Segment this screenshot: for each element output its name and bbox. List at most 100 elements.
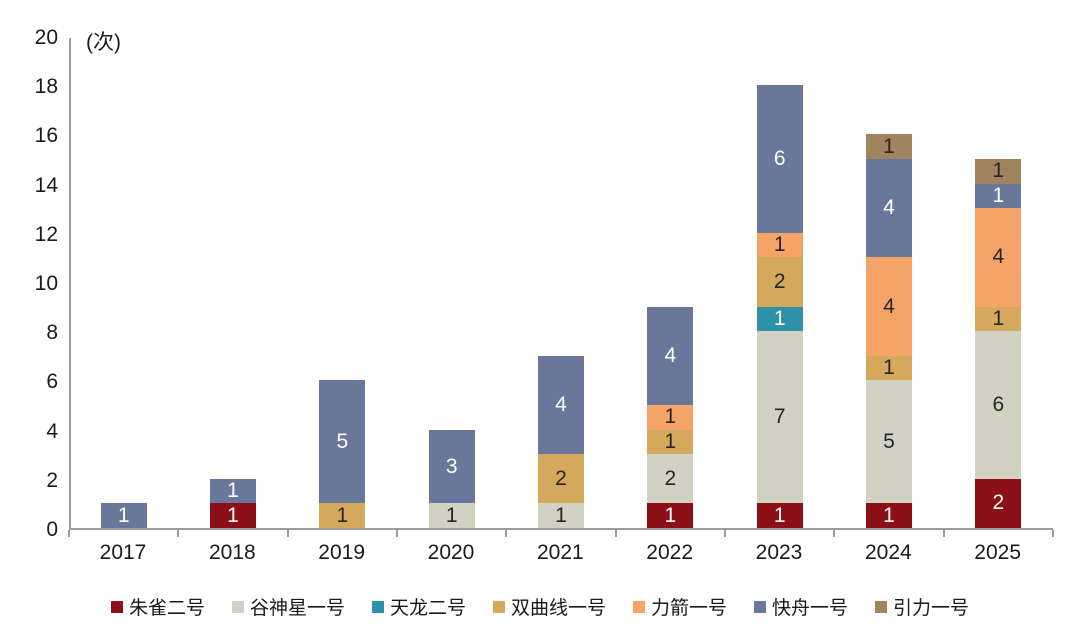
- bar-segment: 1: [975, 183, 1022, 209]
- legend-swatch: [231, 600, 244, 613]
- x-axis-label: 2024: [864, 541, 912, 564]
- bar-segment: 4: [866, 257, 912, 356]
- x-axis-tick-mark: [614, 530, 617, 537]
- bar-segment-value: 1: [555, 503, 567, 527]
- bar-segment-value: 2: [773, 270, 786, 294]
- bar-segment-value: 3: [445, 454, 458, 478]
- bar-segment-value: 5: [883, 429, 895, 453]
- legend-label: 双曲线一号: [510, 598, 606, 619]
- legend-swatch: [110, 600, 123, 613]
- bar-segment-value: 1: [773, 306, 786, 330]
- y-axis-tick-label: 10: [34, 272, 58, 295]
- legend-label: 朱雀二号: [128, 598, 205, 619]
- x-axis-label: 2017: [99, 541, 147, 564]
- x-axis-tick-mark: [505, 530, 508, 537]
- x-axis-label: 2025: [974, 541, 1022, 564]
- bar-segment-value: 4: [664, 343, 677, 367]
- legend-swatch: [633, 600, 645, 613]
- x-axis-label: 2019: [318, 541, 366, 564]
- bar-segment: 1: [866, 134, 912, 159]
- legend-swatch: [371, 600, 384, 613]
- bar-segment-value: 1: [883, 356, 895, 380]
- bar-segment-value: 1: [117, 503, 130, 527]
- legend-item: 双曲线一号: [492, 593, 606, 620]
- x-axis-tick-mark: [286, 530, 289, 537]
- bar-segment: 1: [428, 503, 475, 528]
- bar-segment: 6: [756, 85, 803, 233]
- bar-segment: 4: [975, 208, 1022, 307]
- x-axis-label: 2022: [646, 541, 694, 564]
- bar-segment: 1: [538, 503, 584, 528]
- bar-segment-value: 4: [992, 245, 1005, 269]
- bar-segment: 1: [210, 503, 256, 528]
- bar-segment-value: 1: [992, 306, 1005, 330]
- x-axis-tick-mark: [396, 530, 398, 537]
- bar-segment: 4: [647, 306, 694, 405]
- bar-segment: 1: [866, 355, 912, 381]
- bar-segment: 1: [647, 405, 694, 430]
- bar-segment-value: 1: [883, 134, 895, 158]
- bar-segment-value: 1: [227, 479, 239, 503]
- bar-segment-value: 1: [883, 503, 895, 527]
- bar-segment-value: 4: [883, 294, 895, 318]
- legend-label: 快舟一号: [772, 598, 849, 619]
- legend: 朱雀二号 谷神星一号 天龙二号 双曲线一号 力箭一号 快舟一号 引力一号: [0, 593, 1080, 620]
- legend-item: 朱雀二号: [110, 593, 205, 620]
- bar-segment: 2: [647, 454, 694, 504]
- bar-segment-value: 2: [664, 466, 677, 490]
- x-axis-label: 2020: [427, 541, 475, 564]
- bar-segment-value: 1: [664, 503, 677, 527]
- x-axis-tick-mark: [833, 530, 836, 537]
- legend-label: 天龙二号: [389, 598, 466, 619]
- bar-segment-value: 4: [555, 393, 567, 416]
- bar-segment: 2: [538, 454, 584, 504]
- bar-segment: 1: [319, 503, 366, 528]
- bar-segment: 1: [975, 306, 1022, 332]
- bar-segment: 1: [210, 478, 256, 504]
- bar-segment-value: 1: [664, 405, 677, 429]
- legend-swatch: [492, 600, 505, 613]
- bar-segment: 2: [975, 478, 1022, 528]
- x-axis-tick-mark: [1052, 530, 1054, 537]
- y-axis-tick-label: 6: [46, 370, 58, 394]
- y-axis-tick-label: 18: [34, 75, 58, 99]
- bar-segment: 1: [647, 429, 694, 455]
- bar-segment-value: 5: [336, 429, 349, 453]
- bar-segment: 2: [756, 257, 803, 307]
- legend-swatch: [754, 600, 767, 613]
- legend-label: 引力一号: [893, 598, 970, 619]
- y-axis-tick-label: 16: [34, 124, 58, 148]
- bar-segment: 5: [319, 380, 366, 504]
- y-axis-tick-label: 14: [34, 173, 58, 197]
- x-axis-label: 2018: [208, 541, 256, 564]
- y-axis-tick-label: 0: [46, 518, 58, 541]
- y-axis-tick-label: 2: [46, 468, 58, 492]
- legend-item: 快舟一号: [754, 593, 848, 620]
- bar-segment-value: 1: [773, 233, 786, 257]
- y-axis-tick-label: 4: [46, 419, 58, 443]
- bar-segment: 1: [975, 159, 1022, 184]
- bar-segment-value: 1: [992, 159, 1005, 183]
- bar-segment: 4: [538, 355, 584, 455]
- bar-segment: 1: [100, 503, 147, 528]
- legend-label: 谷神星一号: [249, 598, 345, 619]
- bar-segment: 1: [756, 232, 803, 258]
- bar-segment-value: 6: [992, 393, 1005, 417]
- bar-segment: 1: [756, 503, 803, 528]
- x-axis-label: 2021: [536, 541, 584, 564]
- bar-segment: 4: [866, 159, 912, 258]
- y-axis-tick-label: 20: [34, 26, 58, 49]
- bar-segment: 6: [975, 331, 1022, 479]
- bar-segment-value: 6: [773, 147, 786, 171]
- bar-segment: 7: [756, 331, 803, 504]
- x-axis-tick-mark: [68, 530, 70, 537]
- legend-item: 天龙二号: [371, 593, 466, 620]
- y-axis-tick-label: 8: [46, 321, 58, 345]
- bar-segment: 5: [866, 380, 912, 504]
- bar-segment-value: 1: [992, 183, 1005, 207]
- x-axis-tick-mark: [724, 530, 726, 537]
- y-axis-unit-label: (次): [86, 31, 121, 54]
- bar-segment-value: 1: [773, 503, 786, 527]
